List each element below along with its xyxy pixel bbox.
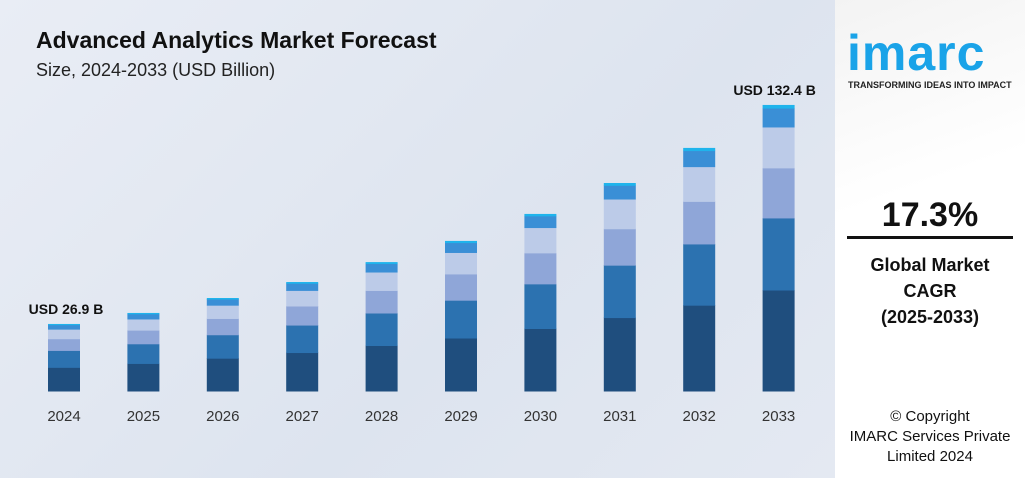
bar-segment: [762, 126, 795, 169]
bar-segment: [762, 167, 795, 219]
bar-segment: [48, 338, 80, 351]
bar-segment: [683, 147, 716, 152]
bar-segment: [683, 201, 716, 245]
bar-chart: 2024 USD 26.9 B 2025 2026 2027 2028 2029 2030 20…: [29, 82, 816, 425]
bar-segment: [683, 150, 716, 168]
x-tick-label: 2031: [603, 408, 636, 425]
bar-segment: [206, 298, 239, 300]
x-tick-label: 2026: [206, 408, 239, 425]
tagline: TRANSFORMING IDEAS INTO IMPACT: [848, 80, 1012, 90]
bar-segment: [762, 104, 795, 109]
x-tick-label: 2033: [762, 408, 795, 425]
bar-segment: [524, 328, 557, 392]
bar-segment: [762, 217, 795, 291]
bar-segment: [127, 330, 160, 345]
copyright-line: IMARC Services Private: [849, 428, 1011, 445]
bar-segment: [524, 215, 557, 229]
bar-segment: [206, 299, 239, 306]
bar-segment: [206, 334, 239, 359]
cagr-label-line: Global Market: [870, 255, 990, 275]
copyright: © Copyright IMARC Services Private Limit…: [835, 407, 1025, 467]
bar-segment: [127, 318, 160, 331]
bar-segment: [524, 283, 557, 329]
bar-segment: [445, 242, 477, 253]
bar-segment: [365, 345, 398, 392]
bar-segment: [286, 290, 319, 307]
bar-segment: [48, 324, 80, 330]
bar-segment: [48, 367, 80, 392]
bar-segment: [48, 323, 80, 326]
bar-segment: [683, 243, 716, 306]
bar-segment: [762, 290, 795, 392]
chart-subtitle: Size, 2024-2033 (USD Billion): [36, 60, 276, 80]
bar-segment: [286, 325, 319, 354]
copyright-line: © Copyright: [890, 408, 970, 425]
divider: [847, 236, 1013, 239]
bar-segment: [683, 166, 716, 202]
bar-segment: [603, 182, 636, 186]
bar-segment: [524, 252, 557, 285]
bar-segment: [127, 363, 160, 392]
bar-segment: [603, 199, 636, 230]
bar-segment: [365, 263, 398, 273]
bar-segment: [445, 338, 477, 392]
bar-segment: [445, 240, 477, 244]
data-label: USD 132.4 B: [733, 82, 815, 98]
bar-segment: [365, 262, 398, 265]
bar-segment: [127, 312, 160, 315]
bar-segment: [365, 313, 398, 346]
cagr-label-line: (2025-2033): [880, 307, 980, 327]
bar-segment: [603, 265, 636, 319]
bar-segment: [127, 313, 160, 320]
x-tick-label: 2029: [444, 408, 477, 425]
bar-segment: [683, 305, 716, 392]
copyright-line: Limited 2024: [887, 448, 973, 465]
data-label: USD 26.9 B: [29, 301, 104, 317]
bar-segment: [286, 282, 319, 284]
x-tick-label: 2030: [524, 408, 557, 425]
bar-segment: [48, 329, 80, 340]
bar-segment: [603, 228, 636, 266]
imarc-logo: imarc: [847, 25, 986, 81]
chart-title: Advanced Analytics Market Forecast: [36, 27, 437, 53]
bar-segment: [206, 358, 239, 392]
x-tick-label: 2025: [127, 408, 160, 425]
bar-segment: [445, 300, 477, 339]
bar-segment: [48, 350, 80, 368]
bar-segment: [127, 343, 160, 364]
cagr-label: Global Market CAGR (2025-2033): [835, 252, 1025, 330]
x-tick-label: 2024: [47, 408, 80, 425]
bar-segment: [445, 252, 477, 275]
bar-segment: [524, 227, 557, 254]
x-tick-label: 2032: [683, 408, 716, 425]
bar-segment: [603, 185, 636, 200]
bar-segment: [286, 352, 319, 392]
bar-segment: [445, 273, 477, 301]
bar-segment: [524, 213, 557, 217]
bar-segment: [286, 305, 319, 326]
x-tick-label: 2028: [365, 408, 398, 425]
side-panel: imarc TRANSFORMING IDEAS INTO IMPACT 17.…: [835, 0, 1025, 478]
bar-segment: [206, 318, 239, 336]
bar-segment: [762, 108, 795, 128]
bar-segment: [365, 272, 398, 291]
bar-segment: [286, 283, 319, 291]
bar-segment: [603, 317, 636, 392]
cagr-label-line: CAGR: [903, 281, 957, 301]
bar-segment: [365, 290, 398, 314]
x-tick-label: 2027: [286, 408, 319, 425]
bar-segment: [206, 305, 239, 319]
cagr-value: 17.3%: [881, 196, 979, 234]
